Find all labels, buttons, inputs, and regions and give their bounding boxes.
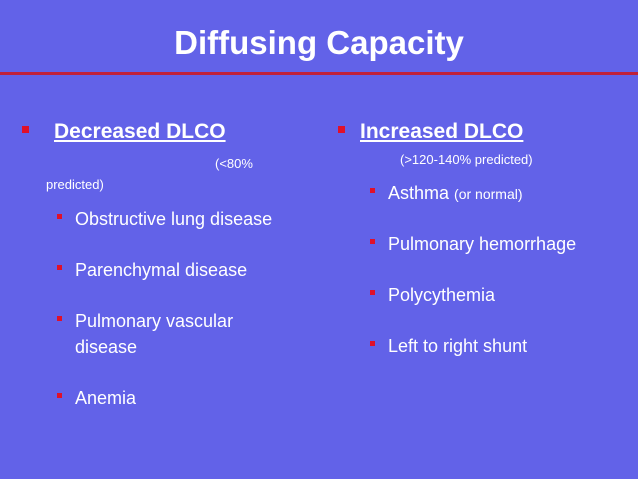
left-item-bullet (57, 316, 62, 321)
left-heading-bullet (22, 126, 29, 133)
right-item-bullet (370, 239, 375, 244)
right-item-bullet (370, 188, 375, 193)
slide-title: Diffusing Capacity (174, 24, 464, 61)
left-item-continuation: disease (75, 337, 138, 357)
right-item: Left to right shunt (388, 336, 528, 356)
right-item-text: Asthma (388, 183, 450, 203)
left-item: Pulmonary vascular (75, 311, 234, 331)
right-item: Pulmonary hemorrhage (388, 234, 577, 254)
left-item: Parenchymal disease (75, 260, 248, 280)
left-item-bullet (57, 265, 62, 270)
right-item-bullet (370, 290, 375, 295)
left-note-part1: (<80% (215, 156, 253, 171)
right-item-bullet (370, 341, 375, 346)
left-heading: Decreased DLCO (54, 120, 226, 143)
right-item: Polycythemia (388, 285, 496, 305)
right-item: Asthma (or normal) (388, 183, 523, 204)
right-heading: Increased DLCO (360, 120, 524, 143)
left-item: Obstructive lung disease (75, 209, 273, 229)
left-item-bullet (57, 393, 62, 398)
left-note-part2: predicted) (46, 177, 104, 192)
title-divider (0, 72, 638, 75)
right-item-subtext: (or normal) (454, 186, 523, 202)
left-item: Anemia (75, 388, 137, 408)
left-item-bullet (57, 214, 62, 219)
right-heading-bullet (338, 126, 345, 133)
right-note: (>120-140% predicted) (400, 152, 533, 167)
